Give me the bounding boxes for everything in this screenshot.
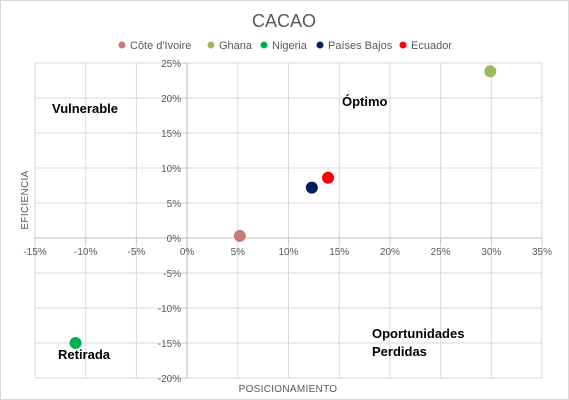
quadrant-label-retirada: Retirada bbox=[58, 347, 111, 362]
x-tick-label: -15% bbox=[23, 247, 46, 258]
legend-marker bbox=[316, 41, 324, 49]
quadrant-label-perdidas: Perdidas bbox=[372, 344, 427, 359]
legend-label: Ecuador bbox=[411, 40, 452, 52]
x-tick-label: 15% bbox=[329, 247, 349, 258]
y-tick-label: 10% bbox=[161, 164, 181, 175]
y-tick-label: 25% bbox=[161, 59, 181, 70]
y-tick-label: -20% bbox=[158, 374, 181, 385]
data-point bbox=[484, 65, 497, 78]
y-tick-label: -10% bbox=[158, 304, 181, 315]
y-axis-label: EFICIENCIA bbox=[20, 170, 31, 229]
data-points bbox=[69, 65, 497, 349]
data-point bbox=[305, 181, 318, 194]
x-tick-label: -10% bbox=[74, 247, 97, 258]
data-point bbox=[69, 337, 82, 349]
y-tick-label: 5% bbox=[167, 199, 182, 210]
x-axis-label: POSICIONAMIENTO bbox=[239, 384, 338, 395]
quadrant-label-vulnerable: Vulnerable bbox=[52, 101, 118, 116]
tick-labels: -15% -10% -5% 0% 5% 10% 15% 20% 25% 30% 35% -20% -15… bbox=[23, 59, 552, 385]
legend-marker bbox=[118, 41, 126, 49]
y-tick-label: -5% bbox=[163, 269, 181, 280]
gridlines bbox=[34, 62, 543, 379]
legend-marker bbox=[207, 41, 215, 49]
data-point bbox=[233, 229, 246, 242]
y-tick-label: 0% bbox=[167, 234, 182, 245]
legend-marker bbox=[260, 41, 268, 49]
quadrant-label-optimo: Óptimo bbox=[342, 94, 388, 109]
chart-title: CACAO bbox=[252, 11, 316, 31]
y-tick-label: -15% bbox=[158, 339, 181, 350]
y-tick-label: 20% bbox=[161, 94, 181, 105]
legend-label: Ghana bbox=[219, 40, 253, 52]
legend-label: Côte d'Ivoire bbox=[130, 40, 191, 52]
x-tick-label: 10% bbox=[278, 247, 298, 258]
x-tick-label: 5% bbox=[231, 247, 246, 258]
legend-label: Países Bajos bbox=[328, 40, 393, 52]
legend-label: Nigeria bbox=[272, 40, 308, 52]
x-tick-label: 20% bbox=[380, 247, 400, 258]
data-point bbox=[322, 171, 335, 184]
legend: Côte d'Ivoire Ghana Nigeria Países Bajos Ecu… bbox=[118, 40, 452, 52]
axes bbox=[34, 62, 543, 379]
x-tick-label: 25% bbox=[431, 247, 451, 258]
quadrant-label-oportunidades: Oportunidades bbox=[372, 326, 464, 341]
x-tick-label: 0% bbox=[180, 247, 195, 258]
x-tick-label: 35% bbox=[532, 247, 552, 258]
x-tick-label: -5% bbox=[128, 247, 146, 258]
x-tick-label: 30% bbox=[481, 247, 501, 258]
y-tick-label: 15% bbox=[161, 129, 181, 140]
legend-marker bbox=[399, 41, 407, 49]
